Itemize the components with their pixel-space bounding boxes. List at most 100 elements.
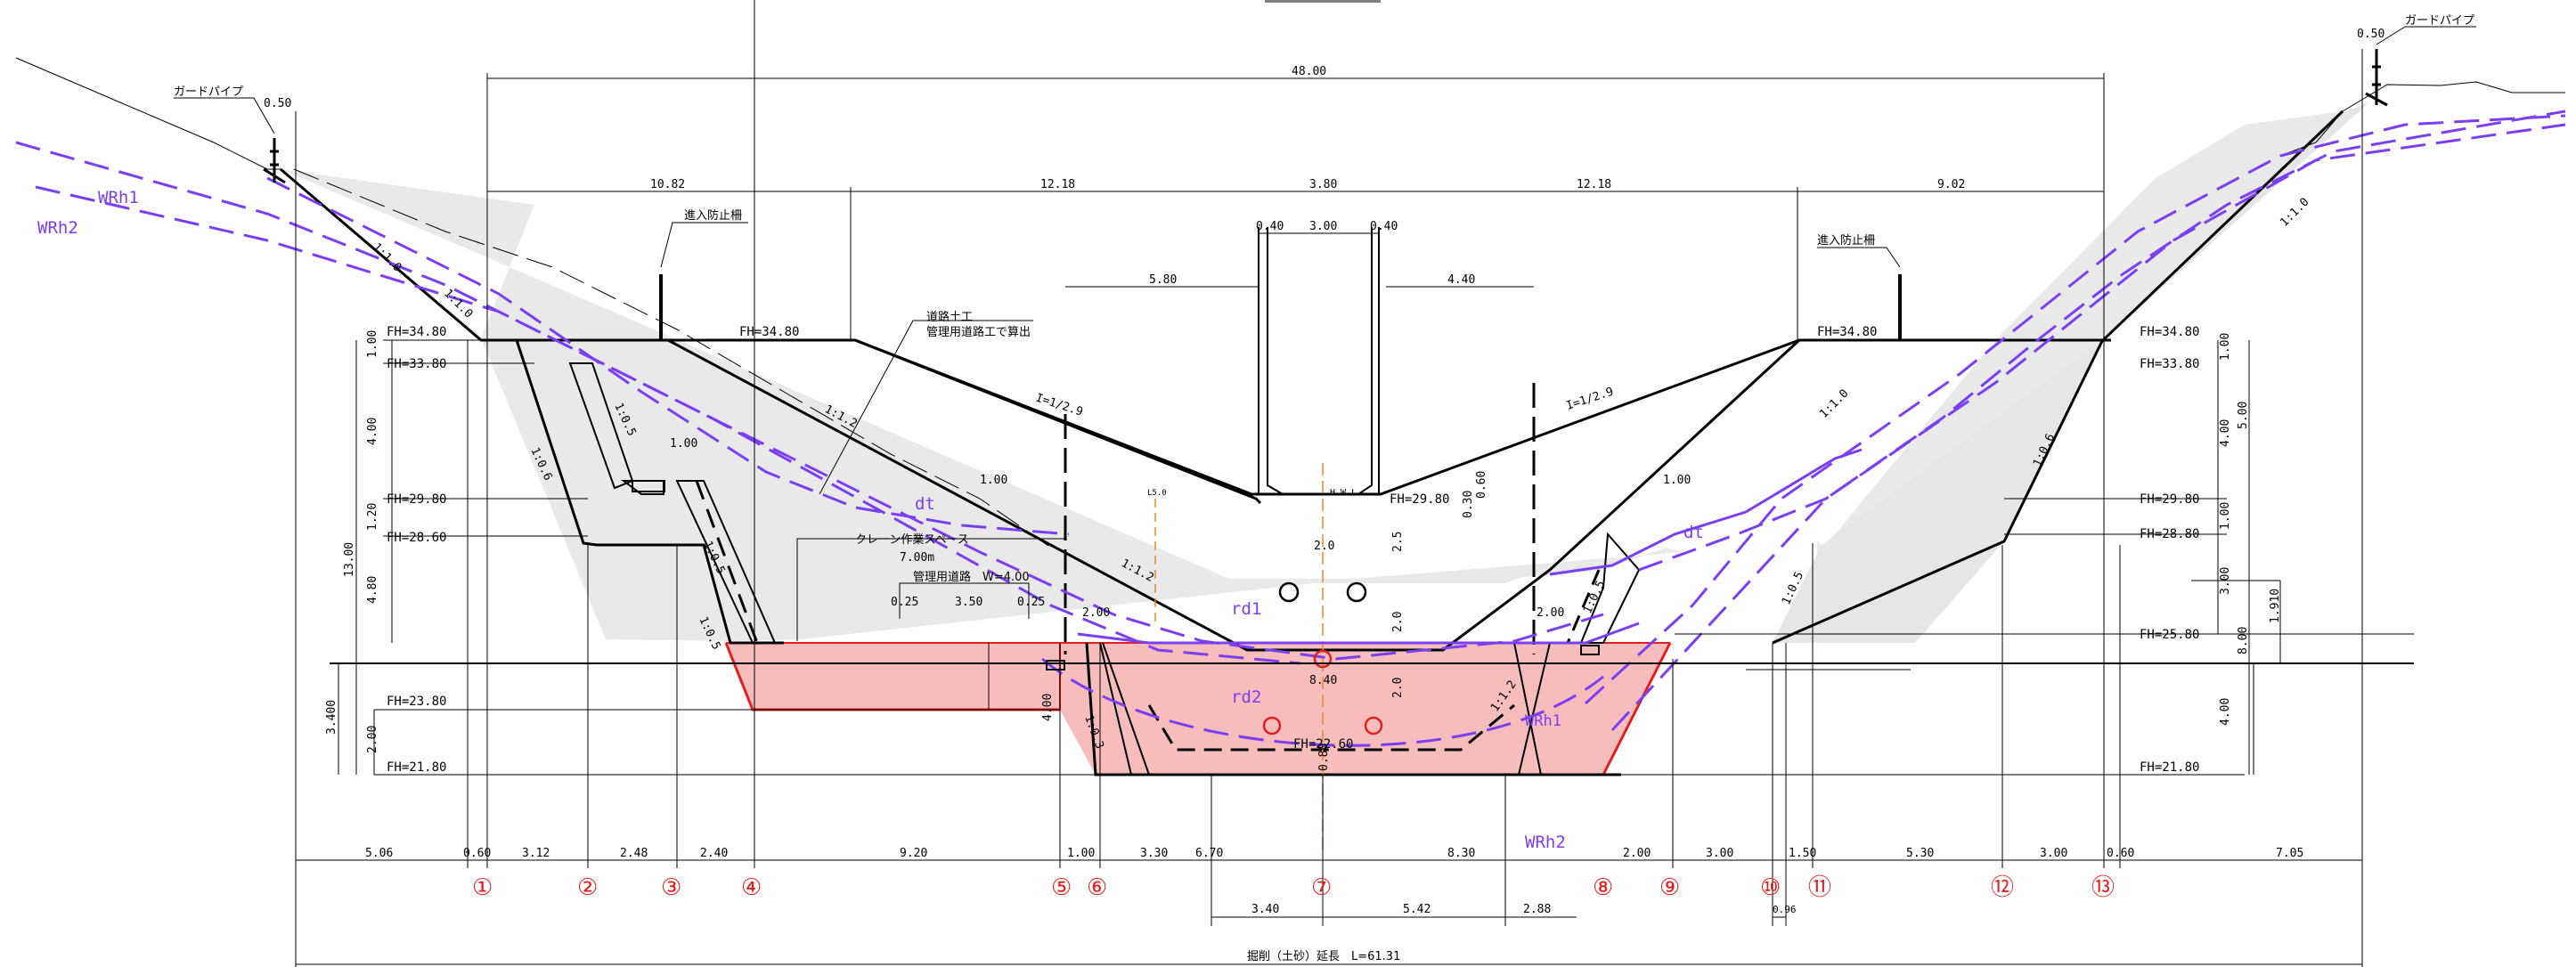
- misc-16: 0.25: [891, 596, 918, 609]
- slope-13: 1:1.0: [1817, 387, 1851, 421]
- bdim-13: 1.50: [1789, 847, 1816, 860]
- misc-17: 3.50: [955, 596, 982, 609]
- bdim-2: 0.60: [463, 847, 491, 860]
- bdim-11: 2.00: [1623, 847, 1651, 860]
- rd1-label: rd1: [1231, 599, 1261, 619]
- station-5: ⑤: [1051, 874, 1072, 901]
- bdim-9: 6.70: [1195, 847, 1223, 860]
- total-length: 掘削（土砂）延長 L=61.31: [1247, 950, 1400, 963]
- station-13: ⑬: [2091, 874, 2115, 901]
- pipe-2: [1346, 581, 1367, 603]
- misc-21: L5.0: [1147, 489, 1167, 498]
- bdim-4: 2.48: [620, 847, 648, 860]
- fh-left-6: FH=21.80: [387, 760, 446, 775]
- bdim-6: 9.20: [900, 847, 927, 860]
- guard-pipe-left-label: ガードパイプ: [174, 85, 243, 99]
- guard-right-leader: [2376, 26, 2476, 45]
- ldim-5: 4.80: [366, 576, 379, 604]
- guard-pipe-right: [2365, 49, 2388, 107]
- fh-right-4: FH=28.80: [2140, 527, 2199, 541]
- bdim-3: 3.12: [522, 847, 550, 860]
- road-work-label: 道路土工: [926, 310, 973, 324]
- fh-right-1: FH=34.80: [2140, 325, 2199, 339]
- purple-solid-right2: [1745, 448, 1863, 514]
- road-leader: [819, 320, 1033, 495]
- rdim-2: 4.00: [2219, 419, 2232, 447]
- dt-right-line: [1638, 110, 2566, 572]
- wrh2-center: WRh2: [1525, 833, 1566, 852]
- fh-center-4: FH=22.60: [1293, 737, 1353, 752]
- misc-9: 2.0: [1391, 678, 1405, 698]
- misc-8: 2.0: [1391, 612, 1405, 632]
- rdim-5: 3.00: [2219, 567, 2232, 595]
- dim-inner-3: 0.40: [1370, 220, 1398, 233]
- misc-1: 1.00: [980, 474, 1007, 487]
- step-block-left2: [632, 480, 665, 492]
- rdim-8: 4.00: [2219, 698, 2232, 726]
- bsub-1: 3.40: [1251, 903, 1279, 916]
- dim-inner-1: 0.40: [1256, 220, 1284, 233]
- purple-solid-right: [1549, 510, 1747, 576]
- bdim-17: 7.05: [2276, 847, 2303, 860]
- wrh1-left-line: [15, 141, 1604, 661]
- guard-left-leader: [174, 97, 275, 134]
- fh-center-3: FH=29.80: [1390, 492, 1449, 507]
- rdim-4: 1.00: [2219, 502, 2232, 530]
- bdim-7: 1.00: [1067, 847, 1095, 860]
- dt-left: dt: [915, 494, 935, 514]
- left-wall-mid: [675, 480, 777, 644]
- dim-side-1: 5.80: [1149, 273, 1177, 287]
- point-marker-3: [1364, 716, 1383, 735]
- original-ground-right: [2279, 81, 2565, 157]
- pipe-1: [1278, 581, 1300, 603]
- point-marker-2: [1262, 716, 1282, 735]
- misc-7: 2.5: [1391, 532, 1405, 552]
- dim-side-2: 4.40: [1447, 273, 1475, 287]
- misc-15: 7.00m: [900, 551, 934, 565]
- station-12: ⑫: [1991, 874, 2014, 901]
- fh-center-2: FH=34.80: [1817, 325, 1877, 339]
- step-block-right: [1580, 645, 1600, 655]
- dt-left-line: [266, 176, 1070, 536]
- misc-14: 0.80: [1317, 744, 1331, 771]
- dim-top-seg-4: 12.18: [1577, 178, 1611, 191]
- left-road-profile: [485, 338, 1262, 505]
- crane-space-box: [796, 538, 1064, 641]
- misc-20: 0.50: [2357, 28, 2384, 41]
- misc-10: 8.40: [1309, 674, 1337, 687]
- station-2: ②: [577, 874, 598, 901]
- dim-top-seg-5: 9.02: [1937, 178, 1965, 191]
- ldim-6: 3.400: [325, 700, 338, 735]
- dim-top-seg-2: 12.18: [1040, 178, 1075, 191]
- fh-left-5: FH=23.80: [387, 695, 446, 709]
- fh-left-4: FH=28.60: [387, 531, 446, 545]
- wrh2-right-line: [1610, 123, 2566, 732]
- wrh1-right-line: [1584, 114, 2566, 705]
- dim-inner-2: 3.00: [1309, 220, 1337, 233]
- fh-left-3: FH=29.80: [387, 492, 446, 507]
- rdim-7: 1.910: [2269, 589, 2282, 623]
- station-8: ⑧: [1593, 874, 1613, 901]
- misc-19: 0.50: [264, 97, 291, 110]
- right-bank-fill: [1773, 102, 2369, 643]
- ground-left-dash: [293, 168, 1052, 549]
- wrh1-left: WRh1: [98, 188, 139, 207]
- excavation-main-pink: [1060, 643, 1670, 775]
- station-3: ③: [661, 874, 681, 901]
- bdim-15: 3.00: [2040, 847, 2067, 860]
- fh-right-5: FH=25.80: [2140, 628, 2199, 642]
- station-11: ⑪: [1808, 874, 1831, 901]
- ldim-7: 2.00: [366, 726, 379, 753]
- misc-5: 2.00: [1537, 606, 1564, 620]
- crane-space-label: クレーン作業スペース: [855, 532, 969, 547]
- fh-right-6: FH=21.80: [2140, 760, 2199, 775]
- rdim-1: 1.00: [2219, 333, 2232, 361]
- right-slope-bold: [1772, 110, 2344, 645]
- bdim-8: 3.30: [1140, 847, 1168, 860]
- misc-12: 0.60: [1475, 471, 1488, 499]
- rdim-3: 5.00: [2237, 402, 2250, 429]
- fence-right-label: 進入防止柵: [1817, 233, 1875, 248]
- wr-bowl: [1041, 657, 1604, 747]
- bdim-12: 3.00: [1706, 847, 1733, 860]
- bsub-4: 0.96: [1773, 904, 1797, 915]
